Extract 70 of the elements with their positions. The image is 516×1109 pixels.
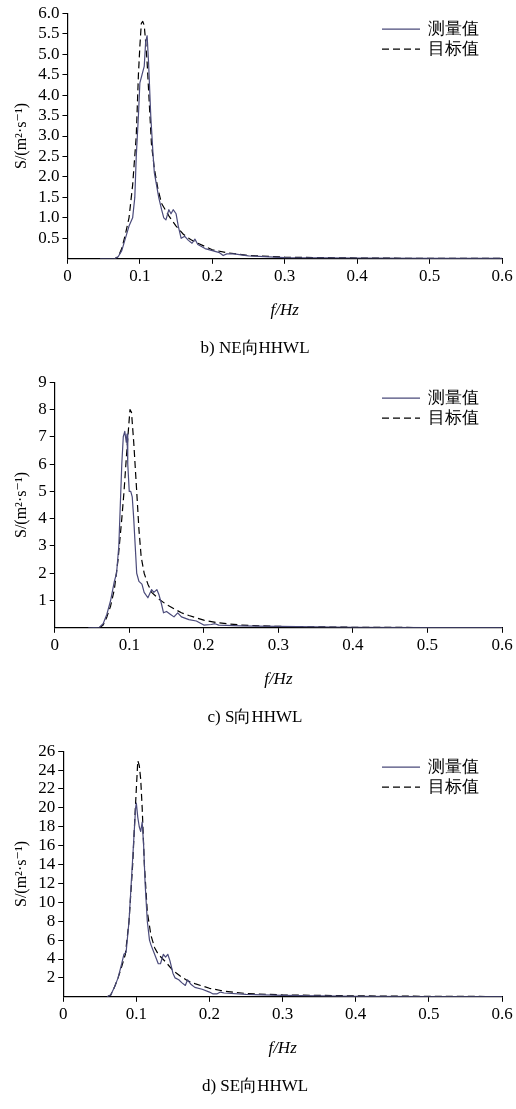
y-tick-label: 22	[38, 778, 56, 798]
x-tick-label: 0.4	[342, 635, 365, 655]
y-tick-label: 5.0	[38, 43, 60, 63]
x-tick-label: 0.6	[491, 266, 513, 286]
x-tick-label: 0.6	[491, 1004, 513, 1024]
y-tick-label: 5	[38, 480, 47, 500]
legend-label: 测量值	[428, 18, 479, 38]
x-tick-label: 0.5	[416, 635, 439, 655]
y-tick-label: 6	[38, 453, 47, 473]
legend-label: 目标值	[428, 776, 479, 796]
x-tick-label: 0.2	[201, 266, 223, 286]
y-tick-label: 8	[46, 910, 56, 930]
y-tick-label: 26	[38, 740, 56, 760]
y-tick-label: 14	[38, 854, 56, 874]
x-tick-label: 0.2	[193, 635, 215, 655]
y-axis-title: S/(m²·s⁻¹)	[11, 102, 30, 170]
y-tick-label: 1.0	[38, 207, 60, 227]
y-tick-label: 3.0	[38, 125, 60, 145]
legend-label: 测量值	[428, 387, 479, 407]
x-axis-title: f/Hz	[268, 1037, 298, 1057]
x-tick-label: 0.1	[118, 635, 140, 655]
y-axis-title: S/(m²·s⁻¹)	[11, 471, 30, 539]
x-tick-label: 0.1	[129, 266, 151, 286]
x-tick-label: 0.3	[271, 1004, 294, 1024]
y-tick-label: 6.0	[38, 2, 60, 22]
text: d) SE向HHWL	[201, 1076, 309, 1096]
y-tick-label: 3.5	[38, 105, 60, 124]
y-tick-label: 18	[38, 816, 56, 836]
text: c) S向HHWL	[207, 707, 303, 727]
y-tick-label: 4.5	[38, 64, 60, 84]
text: b) NE向HHWL	[200, 338, 310, 358]
y-tick-label: 2	[38, 562, 47, 582]
x-tick-label: 0.1	[125, 1004, 147, 1024]
y-tick-label: 4.0	[38, 84, 60, 104]
y-tick-label: 2	[46, 967, 56, 987]
legend-label: 测量值	[428, 756, 479, 776]
y-tick-label: 8	[38, 398, 47, 418]
y-tick-label: 10	[38, 891, 56, 911]
y-tick-label: 4	[46, 948, 56, 968]
x-tick-label: 0.3	[267, 635, 289, 655]
legend-label: 目标值	[428, 407, 479, 427]
y-tick-label: 2.0	[38, 166, 60, 186]
x-tick-label: 0.6	[491, 635, 513, 655]
y-tick-label: 3	[38, 535, 47, 555]
x-tick-label: 0.5	[418, 1004, 440, 1024]
y-tick-label: 5.5	[38, 23, 60, 43]
x-tick-label: 0	[50, 635, 59, 655]
y-tick-label: 1.5	[38, 186, 60, 206]
x-tick-label: 0.4	[346, 266, 369, 286]
y-tick-label: 12	[38, 872, 56, 892]
x-tick-label: 0.4	[345, 1004, 367, 1024]
y-tick-label: 20	[38, 797, 56, 817]
x-tick-label: 0	[63, 266, 72, 286]
x-tick-label: 0	[58, 1004, 68, 1024]
y-tick-label: 9	[38, 371, 47, 391]
y-tick-label: 4	[38, 508, 48, 528]
y-tick-label: 1	[38, 589, 47, 609]
y-tick-label: 2.5	[38, 145, 60, 165]
x-axis-title: f/Hz	[264, 668, 293, 688]
y-tick-label: 7	[38, 426, 48, 446]
y-tick-label: 24	[38, 759, 56, 779]
x-axis-title: f/Hz	[270, 299, 300, 319]
x-tick-label: 0.2	[198, 1004, 221, 1024]
y-axis-title: S/(m²·s⁻¹)	[11, 840, 30, 908]
y-tick-label: 0.5	[38, 227, 60, 247]
y-tick-label: 16	[38, 835, 56, 855]
x-tick-label: 0.5	[418, 266, 441, 286]
x-tick-label: 0.3	[274, 266, 296, 286]
legend-label: 目标值	[428, 38, 479, 58]
y-tick-label: 6	[46, 929, 56, 949]
